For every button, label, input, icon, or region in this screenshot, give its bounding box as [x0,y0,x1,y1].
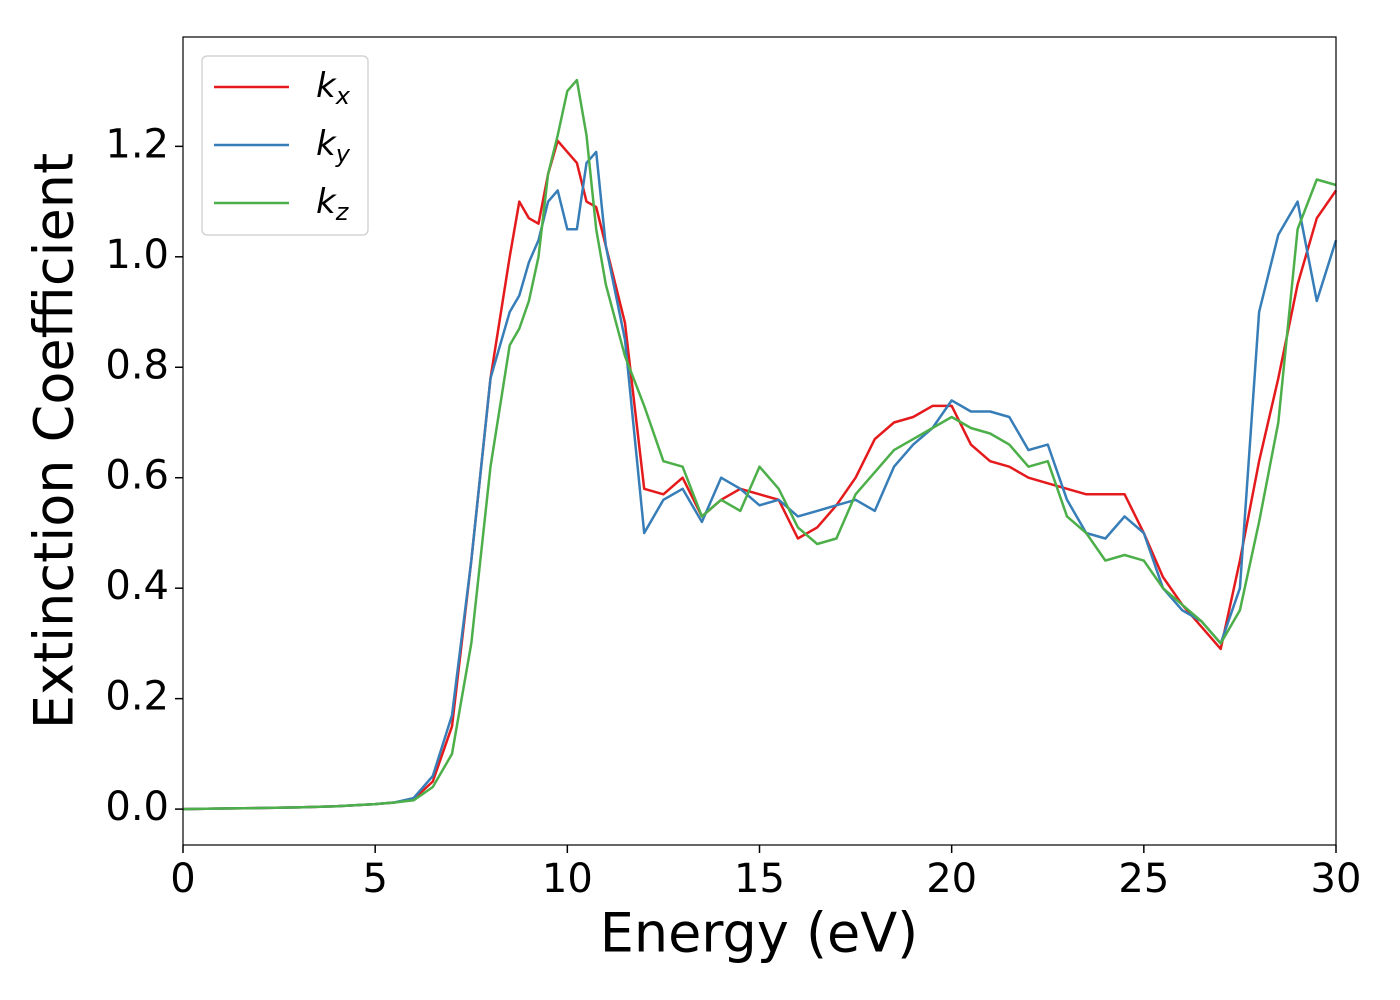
plot-frame [182,36,1337,846]
x-tick-label: 10 [542,856,593,902]
y-tick-label: 0.6 [105,453,169,499]
line [182,150,1338,811]
legend-label: kz [316,182,350,227]
line [182,78,1337,811]
y-tick-label: 0.4 [105,563,169,609]
x-tick-label: 25 [1118,856,1169,902]
x-tick-label: 20 [926,856,977,902]
y-tick-label: 0.2 [105,674,169,720]
y-tick-label: 0.8 [105,342,169,388]
y-tick-label: 0.0 [105,784,169,830]
y-axis-label: Extinction Coefficient [23,153,86,729]
legend-label: kx [316,66,351,111]
x-tick-label: 15 [734,856,785,902]
y-tick-label: 1.0 [105,232,169,278]
x-axis-label: Energy (eV) [600,902,919,965]
x-tick-label: 5 [362,856,387,902]
legend: kx ky kz [201,55,369,236]
x-tick-label: 0 [170,856,195,902]
legend-label: ky [316,124,351,169]
y-tick-label: 1.2 [105,121,169,167]
x-tick-label: 30 [1311,856,1362,902]
